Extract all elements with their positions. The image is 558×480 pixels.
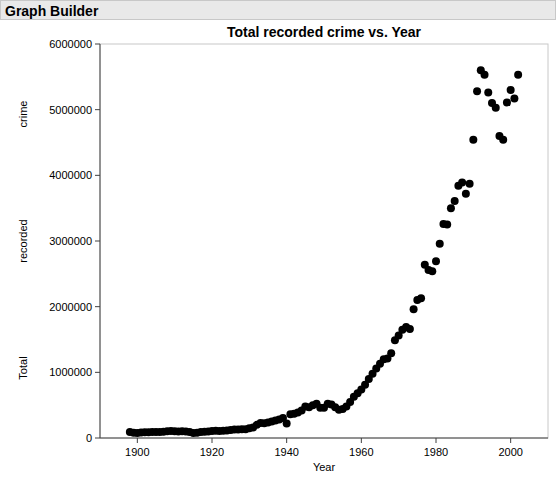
y-tick — [95, 175, 100, 176]
point — [473, 87, 481, 95]
point — [443, 221, 451, 229]
y-tick-label: 1000000 — [49, 366, 92, 378]
point — [428, 267, 436, 275]
y-tick — [95, 109, 100, 110]
x-tick — [361, 438, 362, 443]
point — [469, 136, 477, 144]
y-tick — [95, 44, 100, 45]
point — [466, 180, 474, 188]
point — [510, 95, 518, 103]
x-tick-label: 1940 — [274, 446, 298, 458]
point — [432, 257, 440, 265]
points — [126, 66, 522, 437]
point — [406, 325, 414, 333]
x-tick-label: 1960 — [349, 446, 373, 458]
point — [387, 349, 395, 357]
x-tick-label: 2000 — [498, 446, 522, 458]
y-tick-label: 3000000 — [49, 235, 92, 247]
point — [458, 179, 466, 187]
y-tick — [95, 241, 100, 242]
y-tick — [95, 372, 100, 373]
y-tick-label: 0 — [86, 432, 92, 444]
x-tick-label: 1920 — [200, 446, 224, 458]
y-axis-label: crime — [17, 101, 29, 128]
point — [283, 420, 291, 428]
point — [503, 98, 511, 106]
point — [436, 240, 444, 248]
y-tick-label: 4000000 — [49, 169, 92, 181]
y-tick — [95, 306, 100, 307]
point — [417, 294, 425, 302]
point — [507, 86, 515, 94]
y-tick-label: 5000000 — [49, 104, 92, 116]
plot-frame — [100, 44, 548, 438]
x-axis-line — [100, 438, 548, 439]
y-axis-label: recorded — [17, 219, 29, 262]
x-tick-label: 1980 — [424, 446, 448, 458]
point — [451, 197, 459, 205]
y-tick — [95, 438, 100, 439]
window-header: Graph Builder — [0, 0, 556, 20]
chart: Total recorded crime vs. Year 0 1000000 200… — [0, 0, 558, 480]
point — [492, 104, 500, 112]
point — [410, 305, 418, 313]
x-tick — [212, 438, 213, 443]
x-axis-label: Year — [313, 461, 336, 473]
point — [447, 204, 455, 212]
point — [499, 136, 507, 144]
y-tick-label: 6000000 — [49, 38, 92, 50]
point — [484, 89, 492, 97]
point — [462, 190, 470, 198]
x-tick — [436, 438, 437, 443]
x-tick — [137, 438, 138, 443]
point — [514, 71, 522, 79]
x-tick-label: 1900 — [125, 446, 149, 458]
y-axis-label: Total — [17, 356, 29, 379]
x-tick — [510, 438, 511, 443]
point — [481, 71, 489, 79]
chart-title: Total recorded crime vs. Year — [227, 24, 422, 40]
y-tick-label: 2000000 — [49, 301, 92, 313]
x-tick — [286, 438, 287, 443]
